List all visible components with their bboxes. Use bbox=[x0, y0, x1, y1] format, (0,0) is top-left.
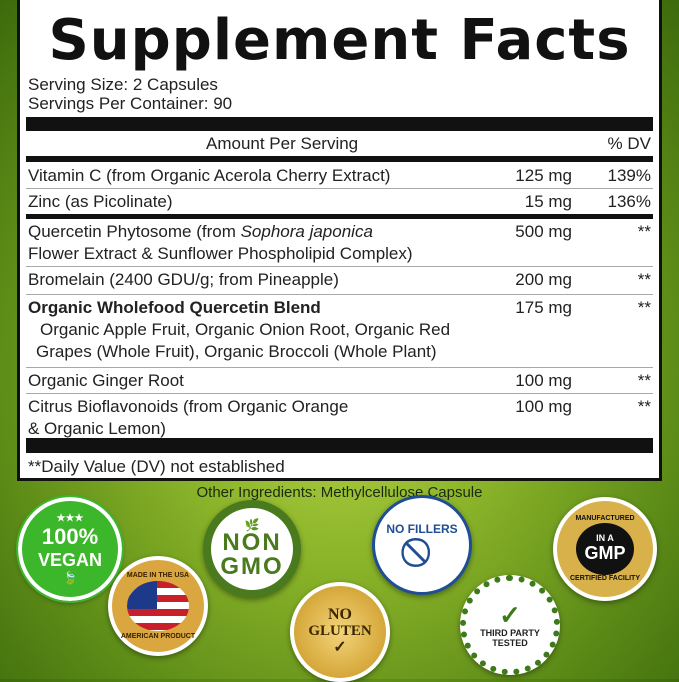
dv-header: % DV bbox=[607, 134, 651, 153]
footnote: **Daily Value (DV) not established bbox=[28, 457, 285, 476]
dv: ** bbox=[637, 270, 651, 289]
table-row: Bromelain (2400 GDU/g; from Pineapple) 20… bbox=[26, 267, 653, 295]
amount: 100 mg bbox=[515, 397, 572, 416]
other-ingredients: Other Ingredients: Methylcellulose Capsu… bbox=[196, 484, 483, 501]
nutrient-name: Vitamin C (from Organic Acerola Cherry E… bbox=[28, 166, 391, 185]
amount: 100 mg bbox=[515, 371, 572, 390]
title: Supplement Facts bbox=[48, 8, 631, 73]
stars-icon: ★★★ bbox=[56, 513, 84, 524]
supplement-facts-panel: Supplement Facts Serving Size: 2 Capsule… bbox=[17, 0, 662, 481]
checkmark-icon: ✓ bbox=[499, 599, 521, 630]
name-italic: Sophora japonica bbox=[240, 222, 373, 241]
table-row: Citrus Bioflavonoids (from Organic Orang… bbox=[26, 394, 653, 438]
dv: 136% bbox=[607, 192, 651, 211]
no-gluten-badge: NO GLUTEN ✓ bbox=[290, 582, 390, 682]
nutrient-name: Bromelain (2400 GDU/g; from Pineapple) bbox=[28, 270, 339, 289]
badge-text: MANUFACTURED bbox=[575, 515, 635, 523]
amount: 15 mg bbox=[524, 192, 572, 211]
gmp-seal: IN A GMP bbox=[576, 523, 634, 575]
name-part: & Organic Lemon) bbox=[28, 419, 166, 438]
badge-text: NO FILLERS bbox=[386, 521, 458, 536]
table-row: Quercetin Phytosome (from Sophora japoni… bbox=[26, 219, 653, 267]
badge-text: GMO bbox=[220, 553, 284, 580]
dv: ** bbox=[637, 397, 651, 416]
third-party-tested-badge: ✓ THIRD PARTY TESTED bbox=[460, 575, 560, 675]
header-row: Amount Per Serving % DV bbox=[26, 131, 653, 156]
leaf-icon: 🌿 bbox=[244, 518, 260, 532]
blend-ingredients: Organic Apple Fruit, Organic Onion Root,… bbox=[40, 320, 451, 339]
nutrient-name: Quercetin Phytosome (from Sophora japoni… bbox=[28, 221, 413, 265]
dv: ** bbox=[637, 371, 651, 390]
us-flag-icon bbox=[127, 581, 189, 631]
divider bbox=[26, 117, 653, 131]
table-row: Zinc (as Picolinate) 15 mg 136% bbox=[26, 189, 653, 214]
name-part: Flower Extract & Sunflower Phospholipid … bbox=[28, 244, 413, 263]
badge-text: GLUTEN bbox=[308, 623, 372, 640]
table-row: Vitamin C (from Organic Acerola Cherry E… bbox=[26, 163, 653, 189]
nutrient-name: Zinc (as Picolinate) bbox=[28, 192, 173, 211]
servings-per-container: Servings Per Container: 90 bbox=[28, 94, 233, 113]
blend-ingredients: Grapes (Whole Fruit), Organic Broccoli (… bbox=[36, 342, 437, 361]
amount: 125 mg bbox=[515, 166, 572, 185]
dv: ** bbox=[637, 298, 651, 317]
badge-text: GMP bbox=[584, 543, 626, 564]
badge-text: AMERICAN PRODUCT bbox=[120, 633, 196, 640]
badge-text: VEGAN bbox=[37, 550, 102, 570]
table-row: Organic Wholefood Quercetin Blend Organi… bbox=[26, 295, 653, 368]
blend-name: Organic Wholefood Quercetin Blend bbox=[28, 298, 321, 317]
divider bbox=[26, 156, 653, 162]
nutrient-name: Citrus Bioflavonoids (from Organic Orang… bbox=[28, 396, 348, 440]
amount-header: Amount Per Serving bbox=[206, 134, 359, 153]
serving-size: Serving Size: 2 Capsules bbox=[28, 75, 218, 94]
amount: 175 mg bbox=[515, 298, 572, 317]
nutrient-name: Organic Ginger Root bbox=[28, 371, 184, 390]
name-part: Citrus Bioflavonoids (from Organic Orang… bbox=[28, 397, 349, 416]
badge-text: TESTED bbox=[492, 638, 528, 649]
vegan-badge: ★★★ 100% VEGAN 🍃 bbox=[16, 495, 124, 603]
leaf-icon: 🍃 bbox=[62, 571, 78, 585]
checkmark-icon: ✓ bbox=[333, 638, 347, 656]
badge-text: 100% bbox=[41, 524, 99, 549]
divider bbox=[26, 214, 653, 219]
badge-text: NON bbox=[222, 529, 282, 556]
badge-text: IN A bbox=[596, 533, 614, 544]
no-fillers-badge: NO FILLERS ⃠ bbox=[372, 495, 472, 595]
name-part: Quercetin Phytosome (from bbox=[28, 222, 241, 241]
badge-text: THIRD PARTY bbox=[480, 628, 540, 639]
gmp-badge: MANUFACTURED IN A GMP CERTIFIED FACILITY bbox=[553, 497, 657, 601]
badge-text: NO bbox=[328, 606, 352, 624]
table-row: Organic Ginger Root 100 mg ** bbox=[26, 368, 653, 394]
divider bbox=[26, 438, 653, 453]
badge-text: MADE IN THE USA bbox=[126, 572, 190, 579]
dv: ** bbox=[637, 222, 651, 241]
amount: 500 mg bbox=[515, 222, 572, 241]
made-in-usa-badge: MADE IN THE USA AMERICAN PRODUCT bbox=[108, 556, 208, 656]
badge-text: CERTIFIED FACILITY bbox=[570, 575, 640, 582]
amount: 200 mg bbox=[515, 270, 572, 289]
dv: 139% bbox=[607, 166, 651, 185]
non-gmo-badge: 🌿 NON GMO bbox=[203, 500, 301, 598]
